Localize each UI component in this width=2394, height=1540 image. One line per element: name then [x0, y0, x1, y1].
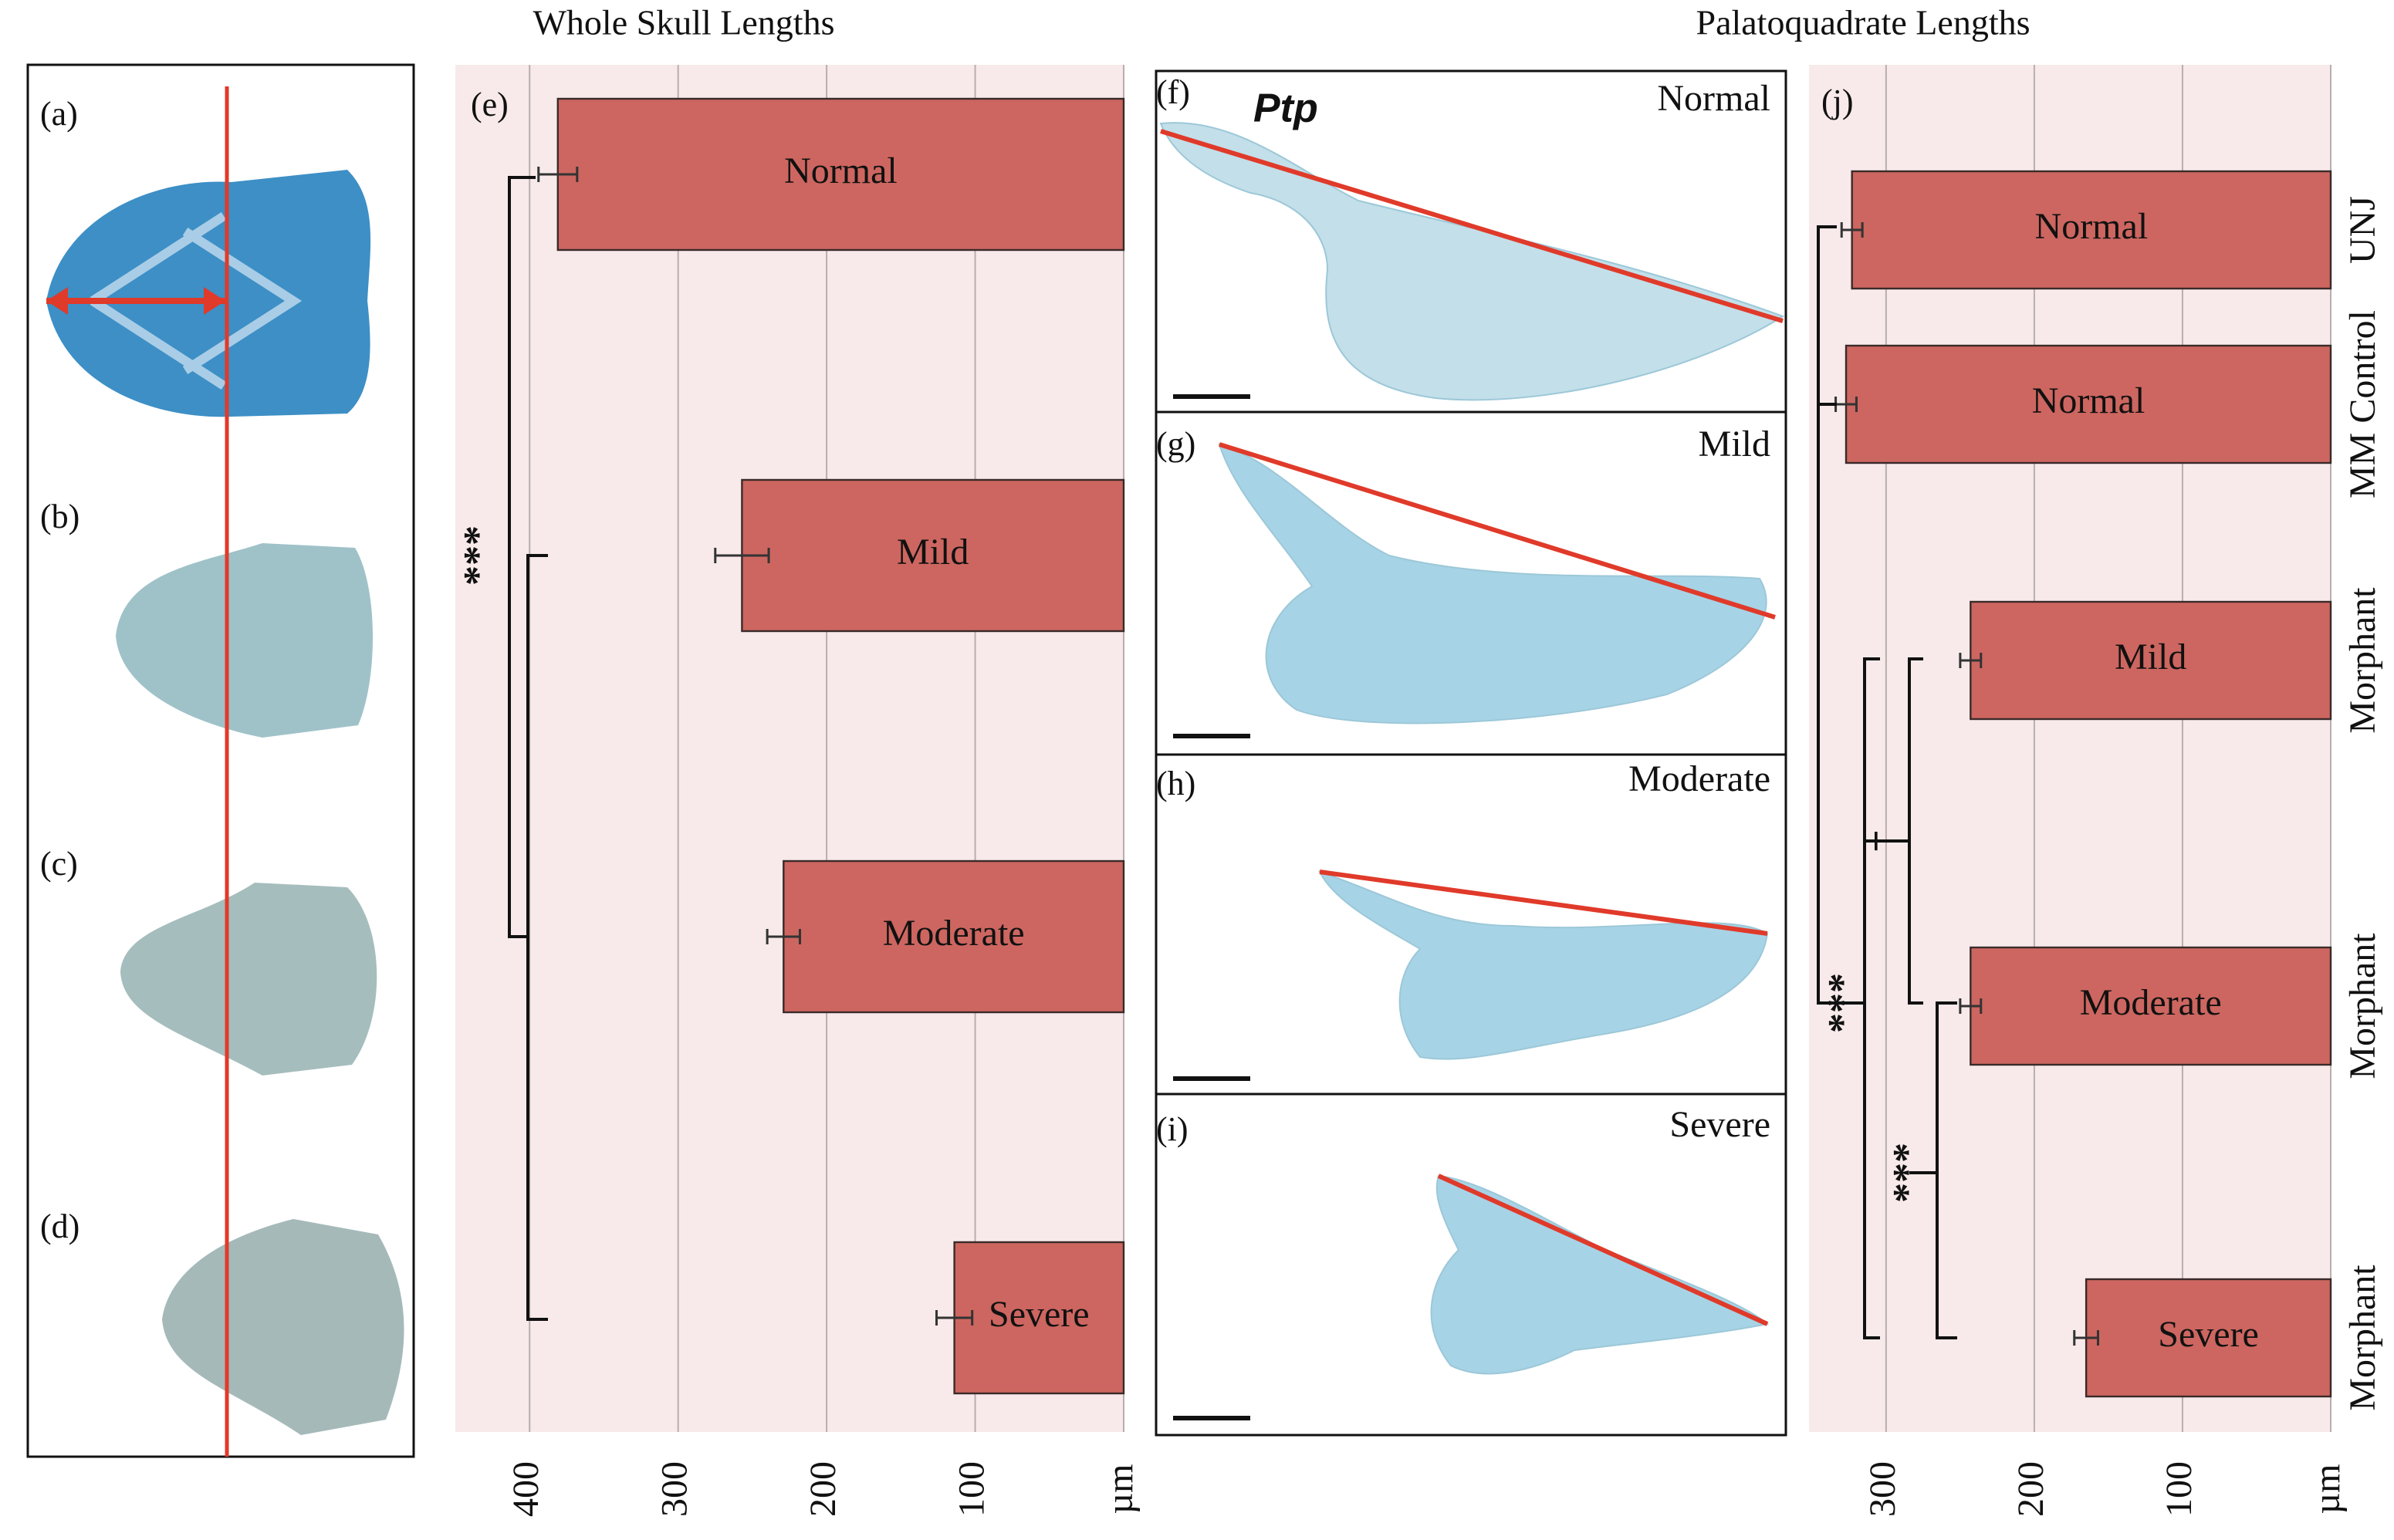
significance-bracket — [1908, 657, 1923, 1005]
panel-label: (d) — [40, 1207, 79, 1245]
bar — [1970, 600, 2332, 721]
error-bar — [537, 167, 579, 182]
panel-label: (h) — [1156, 765, 1195, 802]
error-bar — [1959, 998, 1983, 1014]
bar — [953, 1241, 1125, 1395]
bar-label: Normal — [784, 150, 898, 191]
x-tick-label: 400 — [506, 1461, 546, 1517]
panel-label: (g) — [1156, 425, 1195, 463]
bar — [2085, 1278, 2332, 1398]
bar — [1970, 946, 2332, 1066]
bar-label: Severe — [2158, 1314, 2259, 1355]
panel-label: (c) — [40, 845, 78, 883]
x-tick-label: 200 — [803, 1461, 844, 1517]
bar-label: Moderate — [2080, 982, 2222, 1023]
error-bar — [1840, 222, 1864, 238]
x-tick-label: 300 — [1862, 1461, 1903, 1517]
group-label: Morphant — [2342, 1265, 2383, 1411]
group-label: Morphant — [2342, 933, 2383, 1079]
x-tick-label: µm — [1100, 1464, 1141, 1515]
skull-panel — [26, 63, 415, 1458]
length-line — [1219, 442, 1776, 620]
panel-label: (e) — [471, 86, 509, 123]
cartilage-panel: Ptp — [1155, 69, 1787, 1437]
chart-title: Palatoquadrate Lengths — [1696, 3, 2030, 42]
cartilage-image — [1218, 443, 1767, 724]
group-label: Morphant — [2342, 587, 2383, 734]
bar-label: Severe — [989, 1294, 1090, 1335]
error-bar — [2073, 1330, 2099, 1346]
skull-detail — [90, 211, 303, 390]
bar — [783, 859, 1125, 1014]
error-bar — [714, 548, 770, 563]
cartilage-image — [1159, 122, 1785, 401]
bar — [1845, 344, 2332, 464]
length-line — [1319, 870, 1768, 936]
bar — [1851, 170, 2332, 290]
condition-label: Normal — [1657, 78, 1770, 119]
condition-label: Moderate — [1628, 758, 1770, 799]
cartilage-image — [1318, 870, 1769, 1060]
bar — [741, 478, 1125, 633]
error-bar — [1959, 653, 1983, 668]
length-line — [1437, 1174, 1769, 1326]
error-bar — [935, 1310, 974, 1326]
panel-label: (i) — [1156, 1110, 1189, 1148]
group-label: UNJ — [2342, 196, 2383, 264]
significance-label: + — [1855, 829, 1899, 853]
x-tick-label: 200 — [2010, 1461, 2051, 1517]
chart: Whole Skull Lengths 400 300 200 100 µm (e) Norm… — [455, 3, 1141, 1517]
group-label: MM Control — [2342, 310, 2383, 498]
x-tick-label: 100 — [952, 1461, 992, 1517]
skull-image — [116, 543, 374, 738]
condition-label: Mild — [1699, 424, 1770, 464]
x-tick-label: µm — [2307, 1464, 2348, 1515]
plot-background — [1809, 65, 2331, 1432]
skull-image — [162, 1219, 404, 1435]
significance-bracket — [1936, 1001, 1957, 1339]
significance-bracket — [526, 554, 548, 1321]
panel-label: (j) — [1821, 83, 1854, 120]
bar-label: Moderate — [883, 913, 1025, 954]
arrow-head — [46, 287, 225, 315]
x-tick-label: 100 — [2159, 1461, 2200, 1517]
x-tick-label: 300 — [654, 1461, 695, 1517]
panel-label: (f) — [1156, 73, 1190, 111]
significance-label: *** — [456, 525, 500, 586]
panel-label: (a) — [40, 95, 78, 133]
bar-label: Normal — [2035, 206, 2149, 247]
plot-background — [455, 65, 1124, 1432]
length-line — [1160, 129, 1784, 323]
significance-label: *** — [1821, 973, 1865, 1033]
significance-bracket — [1863, 657, 1880, 1339]
error-bar — [766, 929, 801, 944]
skull-image — [120, 883, 377, 1076]
structure-label: Ptp — [1253, 86, 1318, 131]
condition-label: Severe — [1669, 1104, 1770, 1145]
chart: Palatoquadrate Lengths 300 200 100 µm (j) Norm… — [1696, 3, 2383, 1517]
significance-bracket — [508, 176, 536, 938]
panel-label: (b) — [40, 498, 79, 535]
chart-title: Whole Skull Lengths — [533, 3, 835, 42]
significance-label: *** — [1885, 1143, 1929, 1203]
bar-label: Normal — [2032, 380, 2145, 421]
bar-label: Mild — [2115, 637, 2186, 677]
bar-label: Mild — [897, 532, 969, 572]
bar — [556, 97, 1125, 252]
